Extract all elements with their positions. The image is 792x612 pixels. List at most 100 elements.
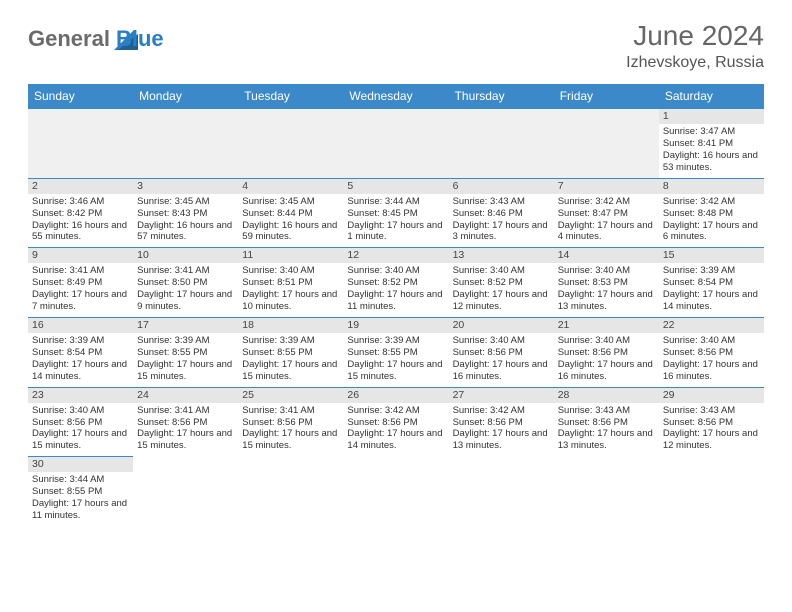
sunset-text: Sunset: 8:55 PM [32, 486, 129, 498]
sunset-text: Sunset: 8:56 PM [453, 347, 550, 359]
weekday-header: Tuesday [238, 84, 343, 109]
location-text: Izhevskoye, Russia [626, 54, 764, 72]
calendar-day-cell: 26Sunrise: 3:42 AMSunset: 8:56 PMDayligh… [343, 387, 448, 457]
day-number: 9 [28, 248, 133, 263]
day-number: 8 [659, 179, 764, 194]
calendar-day-cell: 11Sunrise: 3:40 AMSunset: 8:51 PMDayligh… [238, 248, 343, 318]
sunrise-text: Sunrise: 3:42 AM [558, 196, 655, 208]
calendar-day-cell: 21Sunrise: 3:40 AMSunset: 8:56 PMDayligh… [554, 317, 659, 387]
daylight-text: Daylight: 17 hours and 15 minutes. [137, 428, 234, 452]
sunset-text: Sunset: 8:41 PM [663, 138, 760, 150]
day-number: 12 [343, 248, 448, 263]
sunrise-text: Sunrise: 3:41 AM [242, 405, 339, 417]
weekday-header: Friday [554, 84, 659, 109]
calendar-table: SundayMondayTuesdayWednesdayThursdayFrid… [28, 84, 764, 526]
day-number: 17 [133, 318, 238, 333]
calendar-day-cell [343, 457, 448, 526]
sunrise-text: Sunrise: 3:40 AM [453, 335, 550, 347]
sunrise-text: Sunrise: 3:45 AM [242, 196, 339, 208]
calendar-body: 1Sunrise: 3:47 AMSunset: 8:41 PMDaylight… [28, 109, 764, 526]
sunset-text: Sunset: 8:42 PM [32, 208, 129, 220]
sunset-text: Sunset: 8:43 PM [137, 208, 234, 220]
daylight-text: Daylight: 17 hours and 11 minutes. [32, 498, 129, 522]
sunrise-text: Sunrise: 3:42 AM [663, 196, 760, 208]
sunrise-text: Sunrise: 3:39 AM [242, 335, 339, 347]
daylight-text: Daylight: 17 hours and 15 minutes. [242, 428, 339, 452]
sunset-text: Sunset: 8:52 PM [347, 277, 444, 289]
sunrise-text: Sunrise: 3:40 AM [32, 405, 129, 417]
calendar-day-cell [133, 457, 238, 526]
calendar-day-cell: 12Sunrise: 3:40 AMSunset: 8:52 PMDayligh… [343, 248, 448, 318]
day-number: 15 [659, 248, 764, 263]
title-block: June 2024 Izhevskoye, Russia [626, 20, 764, 72]
calendar-day-cell: 2Sunrise: 3:46 AMSunset: 8:42 PMDaylight… [28, 178, 133, 248]
day-number: 20 [449, 318, 554, 333]
sunrise-text: Sunrise: 3:39 AM [663, 265, 760, 277]
day-number: 1 [659, 109, 764, 124]
calendar-day-cell: 6Sunrise: 3:43 AMSunset: 8:46 PMDaylight… [449, 178, 554, 248]
daylight-text: Daylight: 17 hours and 13 minutes. [558, 428, 655, 452]
day-number: 7 [554, 179, 659, 194]
calendar-day-cell [449, 109, 554, 179]
weekday-header: Monday [133, 84, 238, 109]
calendar-day-cell [343, 109, 448, 179]
calendar-day-cell: 19Sunrise: 3:39 AMSunset: 8:55 PMDayligh… [343, 317, 448, 387]
daylight-text: Daylight: 17 hours and 16 minutes. [558, 359, 655, 383]
sunset-text: Sunset: 8:56 PM [453, 417, 550, 429]
sunset-text: Sunset: 8:49 PM [32, 277, 129, 289]
calendar-day-cell: 7Sunrise: 3:42 AMSunset: 8:47 PMDaylight… [554, 178, 659, 248]
sunset-text: Sunset: 8:55 PM [137, 347, 234, 359]
daylight-text: Daylight: 17 hours and 12 minutes. [453, 289, 550, 313]
sunset-text: Sunset: 8:51 PM [242, 277, 339, 289]
day-number: 22 [659, 318, 764, 333]
sunset-text: Sunset: 8:55 PM [242, 347, 339, 359]
calendar-day-cell: 30Sunrise: 3:44 AMSunset: 8:55 PMDayligh… [28, 457, 133, 526]
sunrise-text: Sunrise: 3:44 AM [347, 196, 444, 208]
calendar-day-cell: 5Sunrise: 3:44 AMSunset: 8:45 PMDaylight… [343, 178, 448, 248]
sunrise-text: Sunrise: 3:40 AM [242, 265, 339, 277]
sunrise-text: Sunrise: 3:43 AM [558, 405, 655, 417]
sunset-text: Sunset: 8:54 PM [32, 347, 129, 359]
day-number: 3 [133, 179, 238, 194]
day-number: 16 [28, 318, 133, 333]
weekday-header-row: SundayMondayTuesdayWednesdayThursdayFrid… [28, 84, 764, 109]
daylight-text: Daylight: 17 hours and 13 minutes. [453, 428, 550, 452]
day-number: 21 [554, 318, 659, 333]
sunset-text: Sunset: 8:46 PM [453, 208, 550, 220]
day-number: 25 [238, 388, 343, 403]
daylight-text: Daylight: 16 hours and 55 minutes. [32, 220, 129, 244]
day-number: 30 [28, 457, 133, 472]
sunrise-text: Sunrise: 3:39 AM [32, 335, 129, 347]
calendar-day-cell: 15Sunrise: 3:39 AMSunset: 8:54 PMDayligh… [659, 248, 764, 318]
sunset-text: Sunset: 8:55 PM [347, 347, 444, 359]
sunset-text: Sunset: 8:50 PM [137, 277, 234, 289]
daylight-text: Daylight: 17 hours and 15 minutes. [242, 359, 339, 383]
sunrise-text: Sunrise: 3:41 AM [32, 265, 129, 277]
daylight-text: Daylight: 17 hours and 13 minutes. [558, 289, 655, 313]
sunrise-text: Sunrise: 3:45 AM [137, 196, 234, 208]
day-number: 27 [449, 388, 554, 403]
day-number: 4 [238, 179, 343, 194]
calendar-day-cell [554, 109, 659, 179]
calendar-day-cell: 27Sunrise: 3:42 AMSunset: 8:56 PMDayligh… [449, 387, 554, 457]
sunrise-text: Sunrise: 3:41 AM [137, 405, 234, 417]
page-title: June 2024 [626, 20, 764, 52]
calendar-day-cell: 18 Sunrise: 3:39 AMSunset: 8:55 PMDayligh… [238, 317, 343, 387]
day-number: 23 [28, 388, 133, 403]
day-number: 19 [343, 318, 448, 333]
day-number: 18 [238, 318, 343, 333]
calendar-day-cell: 13Sunrise: 3:40 AMSunset: 8:52 PMDayligh… [449, 248, 554, 318]
daylight-text: Daylight: 17 hours and 15 minutes. [137, 359, 234, 383]
sunset-text: Sunset: 8:44 PM [242, 208, 339, 220]
sunrise-text: Sunrise: 3:46 AM [32, 196, 129, 208]
daylight-text: Daylight: 17 hours and 9 minutes. [137, 289, 234, 313]
daylight-text: Daylight: 17 hours and 12 minutes. [663, 428, 760, 452]
sunrise-text: Sunrise: 3:42 AM [347, 405, 444, 417]
sunset-text: Sunset: 8:47 PM [558, 208, 655, 220]
sunset-text: Sunset: 8:48 PM [663, 208, 760, 220]
daylight-text: Daylight: 17 hours and 7 minutes. [32, 289, 129, 313]
daylight-text: Daylight: 16 hours and 57 minutes. [137, 220, 234, 244]
calendar-week-row: 30Sunrise: 3:44 AMSunset: 8:55 PMDayligh… [28, 457, 764, 526]
calendar-day-cell: 8Sunrise: 3:42 AMSunset: 8:48 PMDaylight… [659, 178, 764, 248]
calendar-day-cell: 24Sunrise: 3:41 AMSunset: 8:56 PMDayligh… [133, 387, 238, 457]
